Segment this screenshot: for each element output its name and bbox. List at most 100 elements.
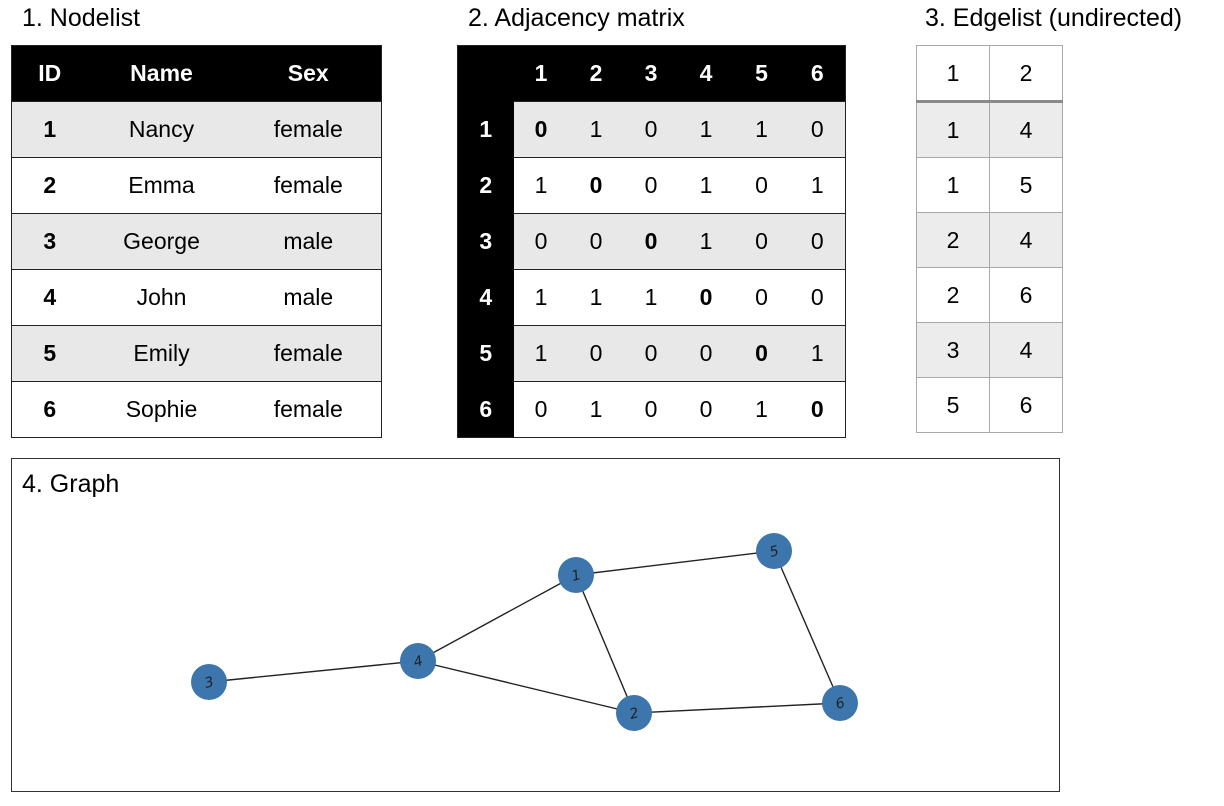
adjacency-cell: 1: [568, 381, 624, 438]
graph-node-circle: [400, 643, 436, 679]
adjacency-cell: 0: [789, 269, 846, 326]
adjacency-cell: 0: [513, 381, 569, 438]
graph-node-circle: [756, 533, 792, 569]
node-sex-cell: female: [235, 325, 382, 382]
graph-node-label: 4: [412, 653, 425, 671]
graph-node-circle: [558, 557, 594, 593]
adjacency-cell: 1: [568, 101, 624, 158]
graph-node-label: 5: [768, 543, 781, 561]
adjacency-cell: 0: [678, 325, 734, 382]
adjacency-cell: 0: [789, 213, 846, 270]
adjacency-cell: 0: [789, 101, 846, 158]
graph-node-2: 2: [616, 695, 652, 731]
adjacency-cell: 1: [678, 213, 734, 270]
adjacency-row-header: 4: [457, 269, 514, 326]
adjacency-cell: 1: [789, 157, 846, 214]
nodelist-row: 1 Nancy female: [11, 101, 382, 158]
adjacency-cell: 1: [513, 157, 569, 214]
node-id-cell: 6: [11, 381, 88, 438]
nodelist-row: 6 Sophie female: [11, 381, 382, 438]
graph-node-label: 1: [570, 567, 583, 585]
edge-source-cell: 1: [916, 157, 990, 213]
adjacency-cell: 1: [733, 381, 790, 438]
adjacency-cell: 1: [568, 269, 624, 326]
adjacency-cell: 0: [513, 101, 569, 158]
edge-target-cell: 5: [989, 157, 1063, 213]
adjacency-column-header: 2: [568, 45, 624, 102]
node-sex-cell: female: [235, 157, 382, 214]
edge-source-cell: 1: [916, 45, 990, 103]
nodelist-title: 1. Nodelist: [22, 4, 141, 32]
nodelist-header-id: ID: [11, 45, 88, 102]
graph-edge-1-4: [417, 574, 577, 662]
node-name-cell: John: [87, 269, 236, 326]
graph-title: 4. Graph: [22, 470, 120, 498]
node-sex-cell: male: [235, 269, 382, 326]
graph-panel: 4. Graph 1 2 3 4 5 6: [11, 458, 1060, 792]
nodelist-row: 4 John male: [11, 269, 382, 326]
node-id-cell: 3: [11, 213, 88, 270]
edge-source-cell: 2: [916, 212, 990, 268]
adjacency-row-header: 3: [457, 213, 514, 270]
graph-node-circle: [616, 695, 652, 731]
adjacency-column-header: 1: [513, 45, 569, 102]
node-name-cell: Sophie: [87, 381, 236, 438]
graph-node-1: 1: [558, 557, 594, 593]
nodelist-header-sex: Sex: [235, 45, 382, 102]
adjacency-cell: 1: [678, 157, 734, 214]
adjacency-cell: 0: [733, 213, 790, 270]
network-graph: 1 2 3 4 5 6: [191, 533, 858, 731]
node-sex-cell: female: [235, 101, 382, 158]
graph-edge-1-2: [575, 574, 635, 714]
adjacency-cell: 0: [789, 381, 846, 438]
graph-edge-1-5: [575, 550, 775, 576]
graph-node-3: 3: [191, 664, 227, 700]
edge-target-cell: 4: [989, 101, 1063, 158]
adjacency-column-header: 3: [623, 45, 679, 102]
graph-node-circle: [191, 664, 227, 700]
edge-target-cell: 6: [989, 267, 1063, 323]
node-id-cell: 2: [11, 157, 88, 214]
adjacency-cell: 1: [513, 325, 569, 382]
nodelist-header-name: Name: [87, 45, 236, 102]
graph-node-circle: [822, 685, 858, 721]
nodelist-table: ID Name Sex 1 Nancy female 2 Emma female 3 Geor…: [11, 45, 382, 438]
adjacency-column-header: 5: [733, 45, 790, 102]
adjacency-cell: 0: [568, 325, 624, 382]
nodelist-row: 2 Emma female: [11, 157, 382, 214]
node-sex-cell: female: [235, 381, 382, 438]
edge-target-cell: 6: [989, 377, 1063, 433]
node-name-cell: Nancy: [87, 101, 236, 158]
adjacency-cell: 0: [513, 213, 569, 270]
edge-source-cell: 2: [916, 267, 990, 323]
adjacency-cell: 1: [789, 325, 846, 382]
adjacency-cell: 0: [623, 101, 679, 158]
adjacency-cell: 0: [623, 325, 679, 382]
adjacency-column-header: 6: [789, 45, 846, 102]
graph-node-label: 6: [834, 695, 847, 713]
adjacency-row-header: 6: [457, 381, 514, 438]
node-name-cell: George: [87, 213, 236, 270]
adjacency-cell: 1: [513, 269, 569, 326]
adjacency-cell: 0: [733, 157, 790, 214]
adjacency-cell: 1: [733, 101, 790, 158]
adjacency-cell: 0: [678, 381, 734, 438]
graph-edge-4-2: [417, 660, 635, 714]
graph-edge-5-6: [773, 550, 841, 704]
edge-source-cell: 3: [916, 322, 990, 378]
nodelist-row: 5 Emily female: [11, 325, 382, 382]
node-name-cell: Emily: [87, 325, 236, 382]
adjacency-title: 2. Adjacency matrix: [468, 4, 685, 32]
node-id-cell: 1: [11, 101, 88, 158]
